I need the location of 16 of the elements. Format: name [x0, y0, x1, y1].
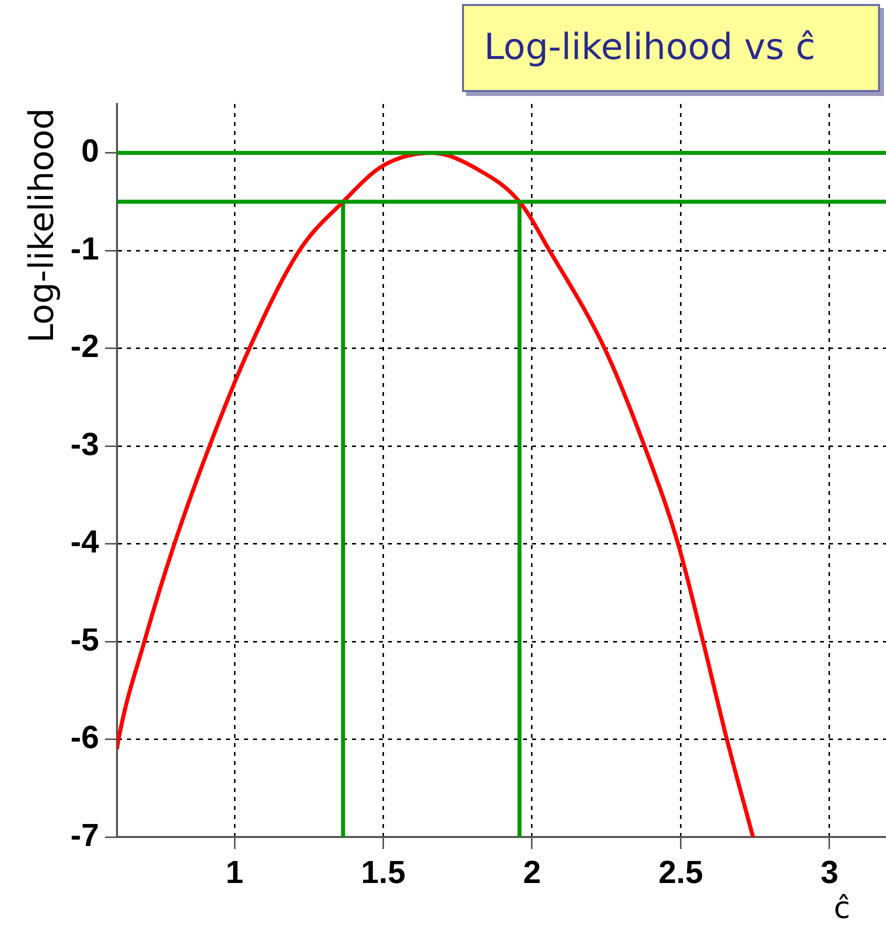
- y-tick-label: -4: [70, 524, 100, 560]
- y-tick-label: 0: [81, 132, 99, 169]
- y-tick-label: -2: [70, 328, 99, 364]
- x-tick-label: 1: [226, 854, 244, 890]
- y-tick-label: -3: [70, 426, 99, 462]
- x-tick-label: 1.5: [361, 854, 406, 890]
- x-axis-title: ĉ: [834, 890, 850, 926]
- y-tick-label: -5: [70, 621, 99, 658]
- y-tick-label: -1: [70, 230, 99, 266]
- y-axis-title: Log-likelihood: [22, 108, 62, 343]
- chart-title: Log-likelihood vs ĉ: [462, 4, 880, 92]
- x-tick-label: 2.5: [658, 854, 703, 890]
- y-tick-label: -7: [70, 816, 99, 853]
- x-tick-label: 3: [820, 854, 838, 890]
- y-tick-label: -6: [70, 719, 99, 756]
- x-tick-label: 2: [523, 854, 541, 890]
